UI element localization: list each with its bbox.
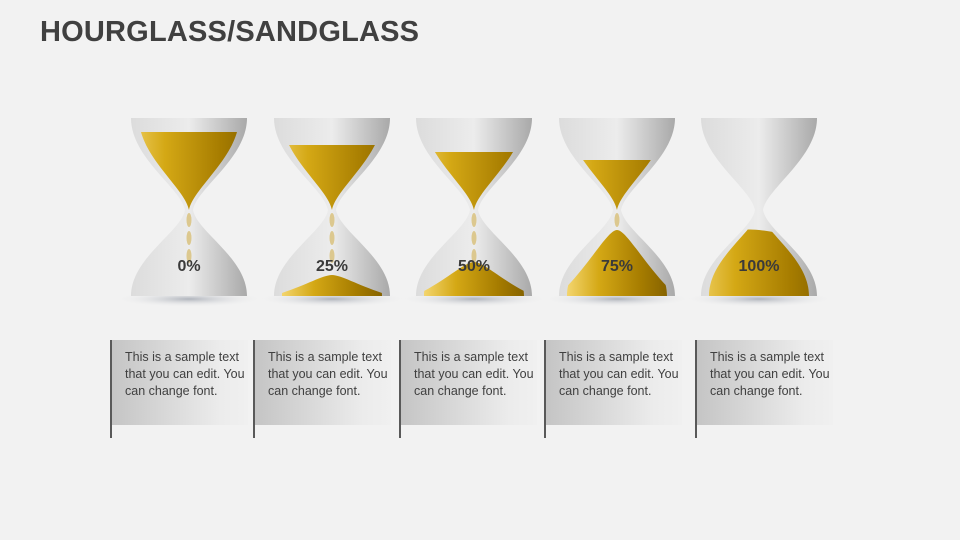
slide-title: HOURGLASS/SANDGLASS: [40, 16, 420, 48]
divider: [110, 340, 112, 438]
bottom-sand: [424, 262, 524, 296]
text-box: This is a sample text that you can edit.…: [695, 340, 833, 438]
sand-drop: [329, 213, 335, 227]
divider: [399, 340, 401, 438]
sand-drop: [471, 213, 477, 227]
description: This is a sample text that you can edit.…: [414, 350, 534, 398]
hourglass: 0%: [109, 112, 269, 312]
sand-drop: [186, 231, 192, 245]
percent-label: 75%: [600, 258, 634, 275]
top-sand: [139, 132, 239, 210]
hourglass: 75%: [537, 112, 697, 312]
description: This is a sample text that you can edit.…: [268, 350, 388, 398]
top-sand: [567, 160, 667, 210]
divider: [695, 340, 697, 438]
description: This is a sample text that you can edit.…: [559, 350, 679, 398]
sand-drop: [186, 213, 192, 227]
hourglass: 25%: [252, 112, 412, 312]
sand-drop: [186, 249, 192, 263]
description: This is a sample text that you can edit.…: [710, 350, 830, 398]
top-sand: [424, 152, 524, 210]
percent-label: 50%: [457, 258, 491, 275]
text-box: This is a sample text that you can edit.…: [110, 340, 248, 438]
percent-label: 0%: [177, 258, 201, 275]
sand-drop: [329, 249, 335, 263]
description: This is a sample text that you can edit.…: [125, 350, 245, 398]
sand-drop: [329, 231, 335, 245]
sand-drop: [614, 213, 620, 227]
divider: [544, 340, 546, 438]
text-box: This is a sample text that you can edit.…: [544, 340, 682, 438]
text-box: This is a sample text that you can edit.…: [253, 340, 391, 438]
hourglass: 50%: [394, 112, 554, 312]
divider: [253, 340, 255, 438]
sand-drop: [471, 249, 477, 263]
top-sand: [282, 145, 382, 210]
hourglass: 100%: [679, 112, 839, 312]
percent-label: 100%: [738, 258, 780, 275]
percent-label: 25%: [315, 258, 349, 275]
bottom-sand: [282, 275, 382, 296]
sand-drop: [471, 231, 477, 245]
text-box: This is a sample text that you can edit.…: [399, 340, 537, 438]
bottom-sand: [567, 230, 667, 296]
